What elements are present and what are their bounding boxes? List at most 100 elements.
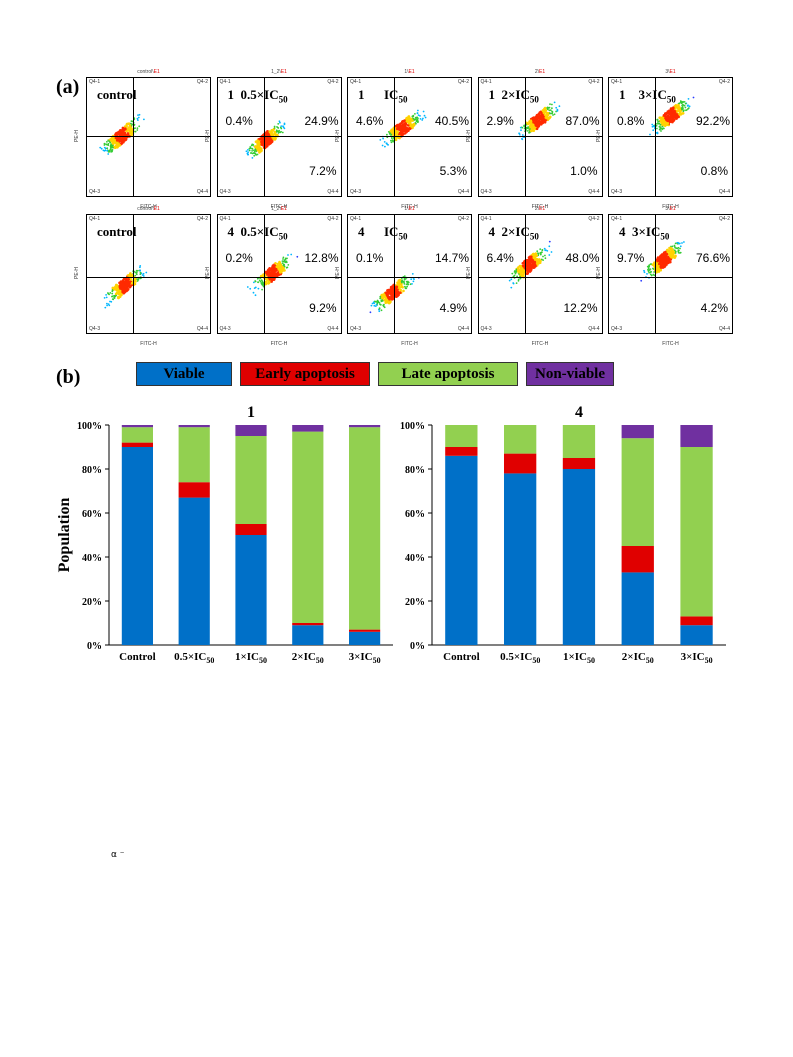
flow-plot-caption: 4 IC50 <box>358 224 407 242</box>
gate-vertical-line <box>655 78 656 196</box>
legend-item-viable: Viable <box>136 362 232 386</box>
flow-event-dot <box>251 157 253 159</box>
flow-event-dot <box>395 295 398 298</box>
flow-x-axis-label: FITC-H <box>401 341 418 347</box>
flow-event-dot <box>121 290 125 294</box>
flow-plot-caption-text: 1 0.5×IC <box>227 87 279 102</box>
flow-event-dot <box>386 133 388 136</box>
flow-event-dot <box>248 287 251 290</box>
quadrant-label: Q4-1 <box>480 216 492 222</box>
flow-plot-title-sample: 1_2\ <box>271 206 281 212</box>
flow-plot-title: 1_2\E1 <box>218 69 341 75</box>
flow-event-dot <box>671 113 675 117</box>
flow-event-dot <box>276 130 278 133</box>
flow-event-dot <box>649 263 652 265</box>
flow-event-dot <box>536 121 540 124</box>
quadrant-label: Q4-1 <box>89 79 101 85</box>
flow-event-dot <box>671 250 675 254</box>
flow-event-dot <box>395 285 399 289</box>
flow-event-dot <box>111 292 114 295</box>
flow-event-dot <box>286 254 289 256</box>
flow-event-dot <box>663 251 667 254</box>
flow-plot-title-gate: E1 <box>408 69 415 75</box>
flow-event-dot <box>254 294 256 297</box>
flow-event-dot <box>283 265 285 268</box>
bar-segment-early-apoptosis <box>562 458 596 469</box>
flow-event-dot <box>379 295 382 298</box>
bar-segment-late-apoptosis <box>235 436 267 524</box>
flow-event-dot <box>265 278 269 282</box>
flow-event-dot <box>543 247 546 250</box>
gate-horizontal-line <box>217 277 341 278</box>
flow-event-dot <box>525 130 528 132</box>
flow-event-dot <box>656 123 658 125</box>
flow-plot: control\E1 Q4-1 Q4-2 Q4-3 Q4-4 control FITC-H P… <box>74 69 211 210</box>
flow-event-dot <box>115 139 119 142</box>
flow-event-dot <box>656 132 659 135</box>
flow-event-dot <box>412 280 415 283</box>
flow-event-dot <box>692 96 695 99</box>
flow-event-dot <box>681 106 684 108</box>
flow-event-dot <box>402 129 406 132</box>
flow-event-dot <box>246 149 249 151</box>
flow-plot-caption: 4 3×IC50 <box>619 224 669 242</box>
flow-plot-caption-subscript: 50 <box>529 231 539 242</box>
flow-event-dot <box>111 295 113 298</box>
flow-event-dot <box>111 289 114 292</box>
flow-plot-title: control\E1 <box>87 69 210 75</box>
flow-event-dot <box>281 262 283 264</box>
flow-event-dot <box>671 245 674 248</box>
flow-event-dot <box>417 117 419 120</box>
quadrant-label: Q4-4 <box>196 326 208 332</box>
flow-event-dot <box>415 122 417 125</box>
quadrant-label: Q4-1 <box>219 216 231 222</box>
y-tick-label: 20% <box>82 597 102 608</box>
flow-event-dot <box>271 129 274 132</box>
flow-event-dot <box>519 277 521 280</box>
flow-event-dot <box>417 120 419 122</box>
flow-event-dot <box>677 251 680 254</box>
flow-event-dot <box>121 128 124 131</box>
flow-event-dot <box>678 249 680 252</box>
flow-event-dot <box>528 131 530 134</box>
flow-event-dot <box>659 126 662 128</box>
flow-event-dot <box>684 102 687 105</box>
y-tick-label: 40% <box>405 553 425 564</box>
flow-pct-upper-right: 24.9% <box>304 114 339 128</box>
flow-event-dot <box>669 119 673 123</box>
flow-event-dot <box>133 282 137 286</box>
flow-event-dot <box>411 273 414 275</box>
flow-event-dot <box>656 127 658 130</box>
x-tick-label-text: 0.5×IC <box>174 651 206 663</box>
flow-event-dot <box>115 283 118 287</box>
flow-plot-caption-subscript: 50 <box>278 94 288 105</box>
flow-event-dot <box>103 144 106 146</box>
x-tick-label: 2×IC50 <box>292 651 324 665</box>
flow-event-dot <box>281 266 284 269</box>
flow-event-dot <box>416 112 419 114</box>
x-tick-label-text: 0.5×IC <box>500 651 532 663</box>
flow-event-dot <box>117 289 121 292</box>
flow-pct-upper-left: 0.4% <box>225 114 253 128</box>
flow-event-dot <box>254 286 257 289</box>
flow-event-dot <box>660 254 663 257</box>
gate-horizontal-line <box>609 277 732 278</box>
flow-event-dot <box>679 245 682 248</box>
flow-event-dot <box>274 133 277 137</box>
flow-event-dot <box>673 115 676 119</box>
quadrant-label: Q4-2 <box>457 79 469 85</box>
flow-event-dot <box>661 128 664 131</box>
flow-event-dot <box>539 122 542 126</box>
bar-segment-late-apoptosis <box>292 431 324 623</box>
flow-event-dot <box>384 296 388 300</box>
flow-event-dot <box>674 242 677 245</box>
flow-pct-lower-right: 1.0% <box>570 164 598 178</box>
flow-event-dot <box>657 269 661 272</box>
flow-pct-upper-left: 6.4% <box>486 251 514 265</box>
flow-event-dot <box>679 251 682 254</box>
flow-event-dot <box>659 265 662 269</box>
flow-event-dot <box>107 292 109 294</box>
flow-event-dot <box>649 268 652 270</box>
bar-segment-non-viable <box>680 425 713 447</box>
